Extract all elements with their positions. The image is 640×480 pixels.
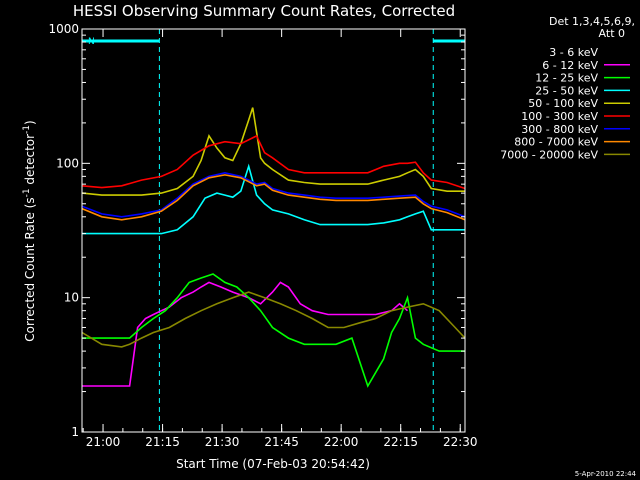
- legend-header-line2: Att 0: [599, 27, 625, 40]
- legend-label-25-50-kev: 25 - 50 keV: [535, 84, 598, 97]
- y-tick-label: 1: [71, 425, 79, 439]
- y-axis-title-sup2: -1: [22, 125, 32, 134]
- legend-label-12-25-kev: 12 - 25 keV: [535, 72, 598, 85]
- y-axis-title-sup1: -1: [22, 188, 32, 197]
- legend-label-800-7000-kev: 800 - 7000 keV: [514, 136, 598, 149]
- series-line-100-300-kev: [81, 134, 466, 190]
- legend-label-7000-20000-kev: 7000 - 20000 keV: [500, 148, 598, 161]
- legend-label-3-6-kev: 3 - 6 keV: [549, 46, 598, 59]
- x-axis-title: Start Time (07-Feb-03 20:54:42): [176, 457, 370, 471]
- y-axis-title-mid: detector: [23, 134, 37, 189]
- series-line-800-7000-kev: [81, 174, 466, 221]
- y-tick-label: 10: [64, 291, 79, 305]
- x-tick-label: 21:30: [205, 435, 240, 449]
- series-line-25-50-kev: [82, 163, 465, 235]
- legend-label-50-100-kev: 50 - 100 keV: [528, 97, 598, 110]
- x-tick-label: 21:00: [86, 435, 121, 449]
- x-tick-label: 21:45: [264, 435, 299, 449]
- timestamp-stamp: 5-Apr-2010 22:44: [575, 470, 637, 478]
- night-bar-label: N: [88, 37, 95, 47]
- x-tick-label: 22:00: [324, 435, 359, 449]
- y-tick-label: 100: [56, 156, 79, 170]
- legend-label-100-300-kev: 100 - 300 keV: [521, 110, 598, 123]
- series-line-7000-20000-kev: [81, 291, 466, 348]
- legend-label-6-12-kev: 6 - 12 keV: [542, 59, 598, 72]
- y-axis-title: Corrected Count Rate (s-1 detector-1): [22, 120, 37, 341]
- x-tick-label: 22:15: [383, 435, 418, 449]
- x-tick-label: 21:15: [145, 435, 180, 449]
- series-line-50-100-kev: [81, 107, 465, 196]
- plot-frame: [81, 28, 466, 433]
- series-line-300-800-kev: [81, 171, 466, 218]
- x-axis-ticks: 21:00 21:15 21:30 21:45 22:00 22:15 22:30: [82, 29, 478, 449]
- series-group: [81, 107, 466, 433]
- chart-title: HESSI Observing Summary Count Rates, Cor…: [73, 2, 455, 20]
- series-line-12-25-kev: [82, 273, 465, 388]
- x-tick-label: 22:30: [443, 435, 478, 449]
- legend-label-300-800-kev: 300 - 800 keV: [521, 123, 598, 136]
- y-axis-title-main: Corrected Count Rate (s: [23, 197, 37, 341]
- y-tick-label: 1000: [48, 22, 79, 36]
- y-axis-title-end: ): [23, 120, 37, 125]
- y-axis-ticks: 1 10 100 1000: [48, 22, 465, 439]
- legend-header-line1: Det 1,3,4,5,6,9,: [549, 15, 635, 28]
